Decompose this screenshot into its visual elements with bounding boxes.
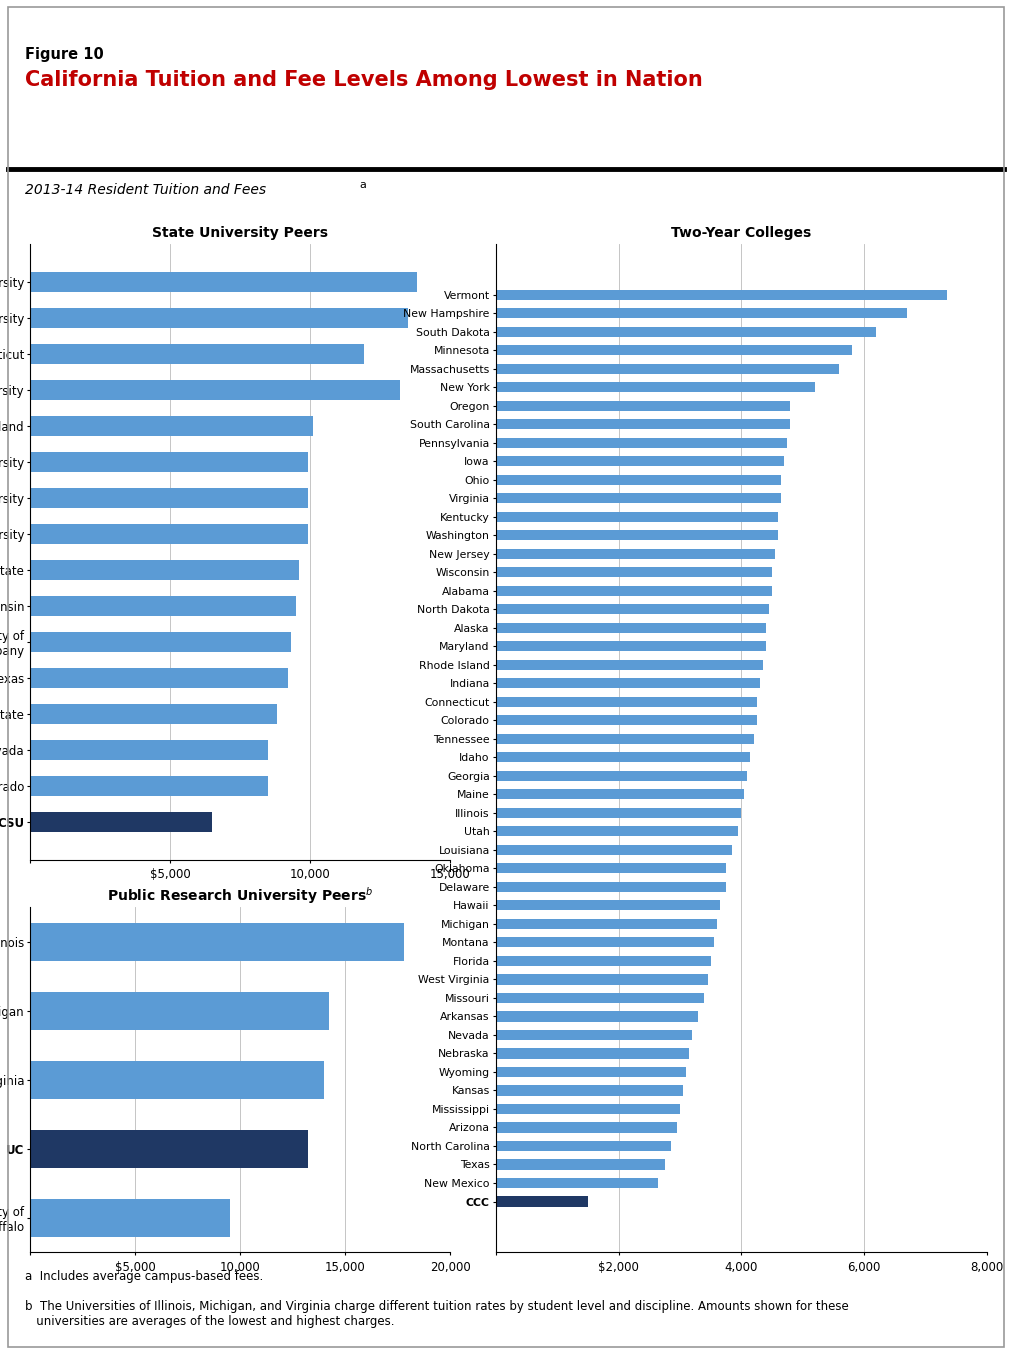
Bar [495, 808, 740, 818]
Text: b  The Universities of Illinois, Michigan, and Virginia charge different tuition: b The Universities of Illinois, Michigan… [25, 1300, 848, 1328]
Bar [495, 753, 750, 762]
Bar [495, 1178, 658, 1187]
Bar [495, 1159, 664, 1170]
Bar [495, 437, 787, 448]
Bar [495, 604, 768, 615]
Bar [495, 789, 744, 799]
Bar [495, 659, 762, 670]
Bar [30, 596, 296, 616]
Bar [495, 1141, 670, 1151]
Bar [30, 923, 403, 961]
Bar [495, 309, 906, 318]
Bar [30, 812, 212, 831]
Bar [495, 401, 790, 410]
Bar [495, 345, 851, 355]
Bar [495, 1086, 682, 1095]
Bar [495, 881, 725, 892]
Text: a: a [359, 180, 366, 190]
Bar [30, 487, 307, 508]
Bar [495, 1030, 692, 1040]
Bar [495, 456, 784, 466]
Bar [495, 493, 780, 504]
Bar [495, 548, 774, 559]
Bar [30, 1198, 229, 1236]
Bar [30, 416, 312, 436]
Text: California Tuition and Fee Levels Among Lowest in Nation: California Tuition and Fee Levels Among … [25, 70, 703, 91]
Bar [30, 992, 329, 1030]
Bar [30, 379, 399, 399]
Bar [30, 559, 299, 580]
Bar [495, 364, 839, 374]
Bar [495, 919, 716, 929]
Bar [495, 1197, 587, 1206]
Bar [495, 864, 725, 873]
Bar [30, 668, 288, 688]
Bar [495, 1104, 679, 1114]
Bar [30, 524, 307, 544]
Bar [495, 623, 765, 632]
Bar [30, 307, 407, 328]
Bar [30, 344, 363, 364]
Bar [495, 1122, 676, 1132]
Title: Public Research University Peers$^b$: Public Research University Peers$^b$ [107, 884, 373, 906]
Bar [495, 770, 747, 781]
Text: Figure 10: Figure 10 [25, 47, 104, 62]
Bar [495, 900, 719, 910]
Bar [495, 826, 737, 837]
Bar [495, 420, 790, 429]
Bar [495, 531, 777, 540]
Bar [495, 715, 756, 726]
Bar [495, 567, 771, 577]
Bar [30, 272, 417, 291]
Bar [30, 739, 268, 760]
Bar [495, 678, 759, 688]
Bar [495, 1067, 685, 1076]
Bar [495, 586, 771, 596]
Bar [495, 734, 753, 743]
Text: a  Includes average campus-based fees.: a Includes average campus-based fees. [25, 1270, 263, 1284]
Text: 2013-14 Resident Tuition and Fees: 2013-14 Resident Tuition and Fees [25, 183, 266, 196]
Bar [30, 1060, 324, 1099]
Bar [30, 776, 268, 796]
Bar [30, 632, 290, 651]
Bar [495, 937, 713, 948]
Bar [495, 697, 756, 707]
Bar [495, 382, 814, 393]
Bar [495, 1048, 688, 1059]
Bar [495, 642, 765, 651]
Bar [495, 845, 731, 854]
Bar [495, 956, 710, 965]
Bar [30, 452, 307, 471]
Bar [495, 975, 707, 984]
Bar [30, 704, 276, 724]
Bar [495, 1011, 698, 1021]
Bar [495, 475, 780, 485]
Title: State University Peers: State University Peers [153, 226, 328, 240]
Bar [495, 512, 777, 521]
Bar [495, 326, 876, 337]
Bar [30, 1129, 307, 1167]
Bar [495, 290, 946, 299]
Bar [495, 992, 704, 1003]
Title: Two-Year Colleges: Two-Year Colleges [670, 226, 811, 240]
